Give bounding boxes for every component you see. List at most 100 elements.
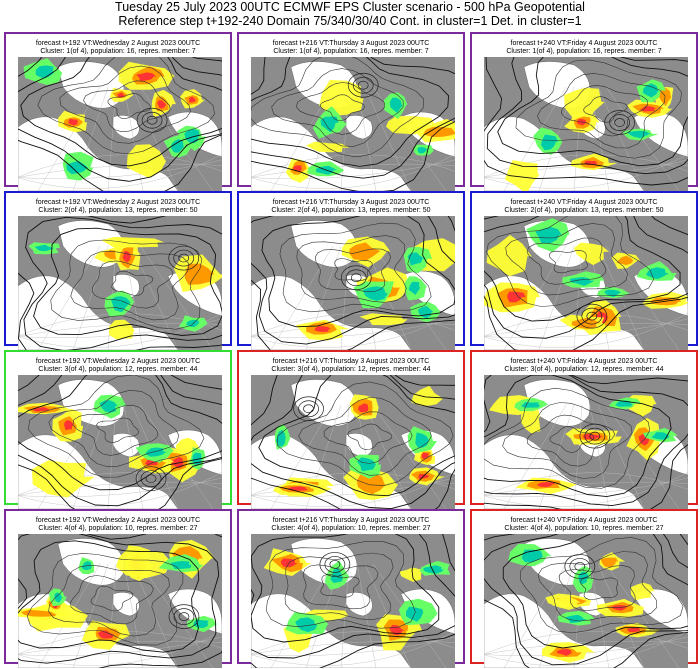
geopotential-contour — [548, 250, 588, 274]
geopotential-contour — [580, 577, 619, 600]
map-plot — [18, 534, 222, 668]
geopotential-contour — [350, 273, 362, 283]
negative-anomaly-area — [184, 128, 200, 144]
negative-anomaly-area — [362, 286, 389, 301]
geopotential-contour — [168, 245, 200, 271]
geopotential-contour — [277, 381, 454, 486]
geopotential-contour — [59, 65, 191, 144]
graticule-line — [251, 154, 455, 178]
geopotential-contour — [526, 237, 607, 285]
geopotential-contour — [569, 558, 591, 575]
geopotential-contour — [484, 216, 688, 350]
geopotential-contour — [173, 249, 195, 267]
geopotential-contour — [107, 93, 151, 119]
positive-anomaly-area — [32, 407, 50, 412]
negative-anomaly-area — [171, 139, 185, 153]
geopotential-contour — [168, 604, 200, 629]
negative-anomaly-area — [646, 267, 669, 280]
positive-anomaly-area — [20, 609, 60, 617]
graticule-line — [484, 159, 688, 180]
geopotential-contour — [579, 423, 611, 449]
ocean-region — [112, 115, 140, 140]
graticule-line — [18, 477, 222, 498]
negative-anomaly-area — [541, 134, 559, 151]
panel-cluster-label: Cluster: 2(of 4), population: 13, repres… — [38, 207, 198, 214]
ocean-region — [345, 115, 373, 140]
geopotential-contour — [537, 551, 658, 622]
graticule-line — [484, 318, 688, 339]
graticule-line — [251, 472, 455, 507]
graticule-line — [340, 245, 350, 350]
geopotential-contour — [558, 565, 636, 611]
negative-anomaly-area — [170, 561, 192, 570]
geopotential-contour — [484, 534, 688, 666]
graticule-line — [484, 640, 688, 655]
geopotential-contour — [604, 110, 635, 135]
graticule-line — [484, 631, 688, 655]
positive-anomaly-area — [319, 79, 364, 116]
geopotential-map — [251, 57, 455, 191]
geopotential-contour — [583, 96, 628, 123]
geopotential-contour — [141, 111, 163, 129]
geopotential-contour — [298, 397, 432, 476]
geopotential-contour — [18, 57, 222, 182]
panel-cluster-label: Cluster: 1(of 4), population: 16, repres… — [506, 48, 662, 55]
geopotential-map — [484, 57, 688, 191]
geopotential-contour — [86, 534, 222, 668]
negative-anomaly-area — [275, 429, 286, 447]
geopotential-contour — [586, 311, 598, 321]
positive-anomaly-area — [627, 627, 641, 632]
graticule-line — [251, 322, 455, 337]
negative-anomaly-area — [604, 289, 622, 298]
ocean-region — [633, 588, 688, 635]
ocean-region — [112, 433, 140, 458]
map-plot — [18, 216, 222, 350]
positive-anomaly-area — [630, 582, 655, 601]
geopotential-map — [18, 216, 222, 350]
negative-anomaly-area — [295, 617, 318, 633]
geopotential-contour — [96, 417, 139, 443]
map-plot — [484, 216, 688, 350]
geopotential-map — [484, 534, 688, 668]
positive-anomaly-area — [116, 549, 171, 579]
graticule-line — [18, 154, 222, 189]
geopotential-contour — [18, 57, 222, 191]
ocean-region — [251, 434, 412, 509]
graticule-line — [597, 86, 645, 191]
negative-anomaly-area — [651, 432, 670, 440]
cluster-panel: forecast t+240 VT:Friday 4 August 2023 0… — [470, 350, 698, 509]
positive-anomaly-area — [184, 263, 215, 285]
geopotential-contour — [484, 534, 688, 668]
geopotential-contour — [18, 375, 222, 509]
geopotential-contour — [271, 68, 404, 147]
geopotential-contour — [486, 216, 655, 307]
geopotential-contour — [18, 540, 200, 653]
geopotential-contour — [589, 431, 601, 441]
geopotential-contour — [140, 470, 162, 488]
panel-cluster-label: Cluster: 3(of 4), population: 12, repres… — [504, 366, 664, 373]
geopotential-contour — [265, 541, 416, 629]
graticule-line — [37, 86, 101, 191]
positive-anomaly-area — [31, 460, 95, 498]
geopotential-contour — [486, 57, 688, 175]
negative-anomaly-area — [54, 592, 63, 603]
ocean-region — [484, 434, 645, 509]
geopotential-contour — [293, 396, 324, 422]
geopotential-contour — [251, 534, 440, 643]
panel-cluster-label: Cluster: 1(of 4), population: 16, repres… — [40, 48, 196, 55]
page-title-line-1: Tuesday 25 July 2023 00UTC ECMWF EPS Clu… — [115, 0, 585, 14]
ocean-region — [345, 592, 373, 617]
geopotential-contour — [37, 57, 215, 155]
geopotential-contour — [357, 80, 369, 90]
graticule-line — [484, 313, 688, 348]
geopotential-contour — [70, 575, 154, 625]
graticule-line — [251, 154, 455, 189]
positive-anomaly-area — [486, 235, 532, 277]
geopotential-contour — [90, 585, 134, 612]
panel-forecast-label: forecast t+216 VT:Thursday 3 August 2023… — [272, 358, 430, 365]
positive-anomaly-area — [356, 473, 386, 495]
negative-anomaly-area — [407, 252, 425, 266]
geopotential-contour — [251, 534, 455, 659]
graticule-line — [18, 472, 222, 496]
geopotential-contour — [584, 427, 606, 445]
